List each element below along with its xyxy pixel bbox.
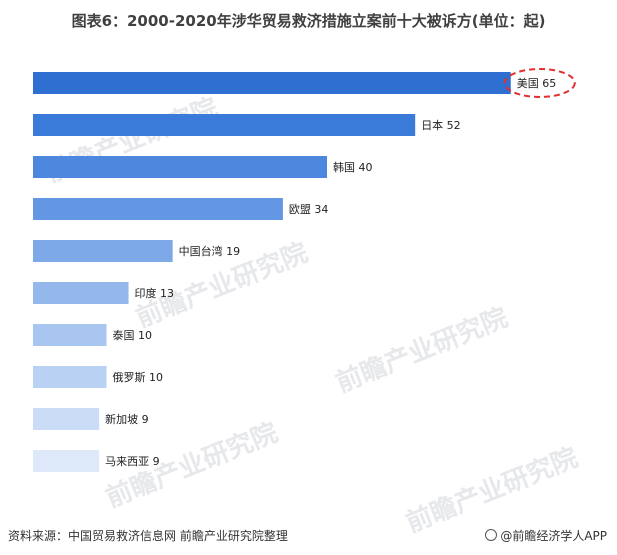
data-label: 俄罗斯 10 [113,371,164,384]
bar-7 [33,324,107,346]
data-label: 韩国 40 [333,160,373,174]
bar-10 [33,450,100,472]
bar-6 [33,282,129,304]
bar-2 [33,114,416,136]
chart-title: 图表6：2000-2020年涉华贸易救济措施立案前十大被诉方(单位：起) [71,12,546,30]
bar-1 [33,72,511,94]
brand-logo-icon [485,529,498,541]
brand-credit: @前瞻经济学人APP [485,527,607,544]
data-label: 泰国 10 [113,328,153,342]
data-label: 美国 65 [517,77,557,90]
highlight-ellipse [503,68,576,98]
bar-8 [33,366,107,388]
brand-text: @前瞻经济学人APP [500,529,607,543]
data-label: 新加坡 9 [105,412,148,426]
bar-5 [33,240,173,262]
data-label: 日本 52 [421,118,461,132]
data-label: 印度 13 [135,286,175,300]
data-label: 欧盟 34 [289,203,329,216]
source-note: 资料来源：中国贸易救济信息网 前瞻产业研究院整理 [8,529,288,543]
data-label: 中国台湾 19 [179,244,241,258]
bar-3 [33,156,327,178]
bar-9 [33,408,100,430]
data-label: 马来西亚 9 [105,455,159,468]
bar-4 [33,198,283,220]
